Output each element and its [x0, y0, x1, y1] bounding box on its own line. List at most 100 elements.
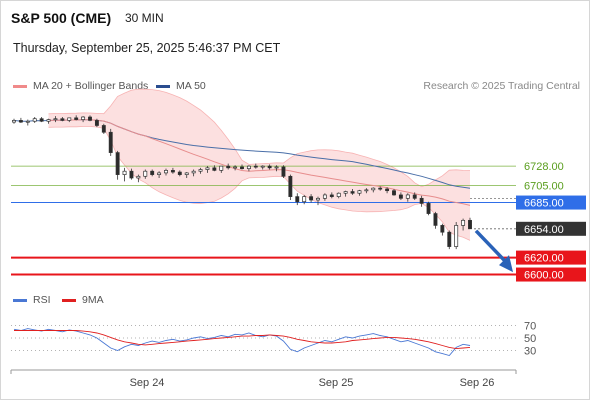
interval-label: 30 MIN	[125, 11, 164, 25]
candle-up	[336, 192, 341, 197]
candle-down	[329, 194, 334, 197]
rsi-swatch	[13, 298, 27, 302]
candle-down	[177, 171, 182, 175]
candle-down	[350, 191, 355, 194]
candles	[12, 115, 472, 250]
candle-up	[32, 118, 37, 122]
candle-down	[94, 120, 99, 126]
candle-down	[295, 196, 300, 203]
candle-down	[226, 165, 231, 169]
support-label-box-6600-00	[516, 267, 586, 282]
support-label-box-6620-00	[516, 250, 586, 265]
candle-down	[129, 170, 134, 179]
candle-down	[447, 231, 452, 247]
candle-up	[343, 191, 348, 194]
ma50-swatch	[156, 84, 170, 88]
rsi-ma-swatch	[62, 298, 76, 302]
bollinger-bands	[48, 88, 471, 241]
candle-up	[205, 167, 210, 170]
legend-rsi: RSI	[13, 294, 51, 306]
candle-down	[385, 188, 390, 192]
candle-down	[108, 131, 113, 153]
candle-up	[143, 170, 148, 177]
legend-ma50: MA 50	[156, 80, 206, 92]
candle-up	[81, 116, 86, 120]
candle-up	[302, 196, 307, 203]
legend-bollinger: MA 20 + Bollinger Bands	[13, 80, 148, 92]
candle-up	[371, 187, 376, 191]
pivot-label: 6685.00	[524, 198, 564, 210]
rsi-tick-30: 30	[524, 346, 536, 358]
candle-up	[274, 166, 279, 169]
candle-up	[25, 120, 30, 123]
rsi-tick-50: 50	[524, 333, 536, 345]
candle-up	[136, 175, 141, 179]
legend-bollinger-label: MA 20 + Bollinger Bands	[33, 80, 149, 92]
candle-down	[412, 194, 417, 199]
copyright-text: Research © 2025 Trading Central	[423, 80, 580, 92]
candle-down	[419, 197, 424, 204]
candle-down	[433, 213, 438, 226]
candle-up	[46, 119, 51, 122]
candle-down	[150, 170, 155, 175]
pivot-label-box	[516, 195, 586, 210]
last-price-label: 6654.00	[524, 224, 564, 236]
candle-down	[398, 194, 403, 199]
candle-down	[18, 120, 23, 123]
candle-down	[392, 190, 396, 196]
forecast-arrow	[474, 229, 513, 273]
candle-down	[378, 187, 383, 190]
price-levels	[11, 165, 516, 276]
candle-down	[468, 219, 472, 230]
x-tick-sep-25: Sep 25	[319, 377, 354, 389]
candle-up	[184, 172, 189, 175]
candle-up	[316, 197, 320, 201]
resistance-label-6728-00: 6728.00	[524, 161, 564, 173]
candle-down	[101, 125, 106, 133]
candle-up	[67, 117, 72, 121]
candle-up	[260, 165, 265, 168]
candle-down	[115, 152, 120, 175]
candle-down	[240, 166, 244, 170]
candle-down	[267, 165, 272, 169]
candle-up	[233, 166, 238, 169]
candle-down	[288, 175, 293, 197]
candle-up	[157, 172, 162, 175]
candle-up	[198, 169, 203, 172]
rsi-ma-line	[14, 330, 471, 350]
candle-up	[461, 219, 466, 226]
level-labels: 6728.00 6705.00 6685.00 6654.00 6620.00 6600.…	[516, 161, 586, 282]
legend-rsi-ma-label: 9MA	[82, 294, 104, 306]
candle-up	[357, 190, 362, 194]
x-tick-sep-24: Sep 24	[130, 377, 165, 389]
candle-up	[246, 165, 251, 170]
candle-up	[122, 170, 127, 175]
candle-down	[440, 225, 445, 233]
time-axis: Sep 24 Sep 25 Sep 26	[10, 369, 517, 389]
bollinger-band-fill	[48, 89, 470, 241]
forecast-arrow-head	[499, 255, 513, 273]
candle-down	[309, 196, 314, 201]
x-tick-sep-26: Sep 26	[460, 377, 495, 389]
candle-down	[253, 165, 258, 168]
candle-up	[12, 120, 16, 123]
candle-up	[364, 189, 369, 192]
rsi-tick-70: 70	[524, 321, 536, 333]
candle-up	[219, 165, 224, 171]
legend-rsi-label: RSI	[33, 294, 51, 306]
candle-down	[212, 167, 217, 171]
support-label-6600-00: 6600.00	[524, 270, 564, 282]
legend-rsi-ma: 9MA	[62, 294, 104, 306]
candle-up	[322, 194, 327, 199]
candle-up	[405, 194, 410, 199]
ma20-line	[48, 119, 471, 206]
candle-down	[39, 118, 44, 122]
candle-down	[74, 117, 79, 120]
candle-down	[281, 166, 286, 177]
rsi-line	[13, 328, 471, 357]
candle-down	[170, 170, 175, 173]
last-price-label-box	[516, 221, 586, 236]
candle-up	[53, 118, 58, 121]
